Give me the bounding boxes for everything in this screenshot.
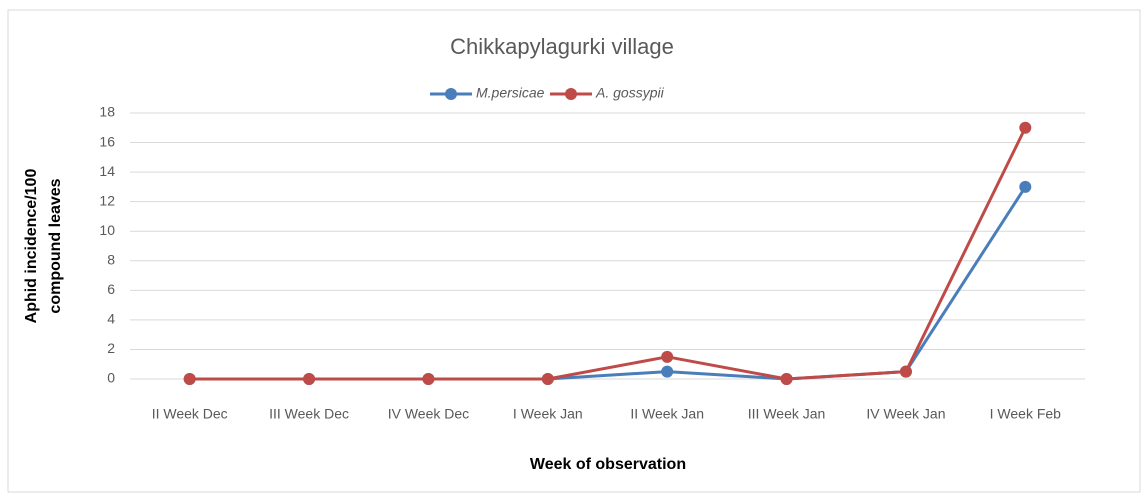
- legend-label: A. gossypii: [595, 85, 665, 101]
- y-tick-label: 18: [99, 104, 115, 120]
- y-tick-label: 10: [99, 222, 115, 238]
- data-point: [661, 365, 674, 378]
- y-tick-label: 12: [99, 192, 115, 208]
- data-point: [899, 365, 912, 378]
- data-point: [303, 373, 316, 385]
- data-point: [780, 373, 793, 385]
- legend-marker: [565, 88, 577, 100]
- data-point: [422, 373, 435, 385]
- x-tick-label: II Week Jan: [630, 406, 704, 422]
- x-tick-label: III Week Jan: [748, 406, 826, 422]
- x-tick-label: IV Week Dec: [388, 406, 469, 422]
- x-tick-label: III Week Dec: [269, 406, 349, 422]
- y-tick-label: 14: [99, 163, 115, 179]
- series-line: [189, 127, 1027, 381]
- data-point: [183, 373, 196, 385]
- x-tick-label: II Week Dec: [152, 406, 228, 422]
- data-point: [541, 373, 554, 385]
- x-tick-label: I Week Jan: [513, 406, 583, 422]
- x-tick-label: I Week Feb: [990, 406, 1062, 422]
- y-axis-title: Aphid incidence/100: [23, 169, 40, 324]
- x-tick-label: IV Week Jan: [866, 406, 945, 422]
- data-point: [1019, 180, 1032, 193]
- legend-label: M.persicae: [476, 85, 545, 101]
- legend-marker: [445, 88, 457, 100]
- data-point: [661, 350, 674, 363]
- chart-title: Chikkapylagurki village: [450, 34, 674, 59]
- y-axis-title: compound leaves: [47, 178, 64, 313]
- y-tick-label: 2: [107, 340, 115, 356]
- y-tick-label: 8: [107, 251, 115, 267]
- y-tick-label: 4: [107, 311, 115, 327]
- y-tick-label: 16: [99, 133, 115, 149]
- y-tick-label: 6: [107, 281, 115, 297]
- x-axis-title: Week of observation: [530, 456, 686, 473]
- y-tick-label: 0: [107, 370, 115, 386]
- data-point: [1019, 121, 1032, 134]
